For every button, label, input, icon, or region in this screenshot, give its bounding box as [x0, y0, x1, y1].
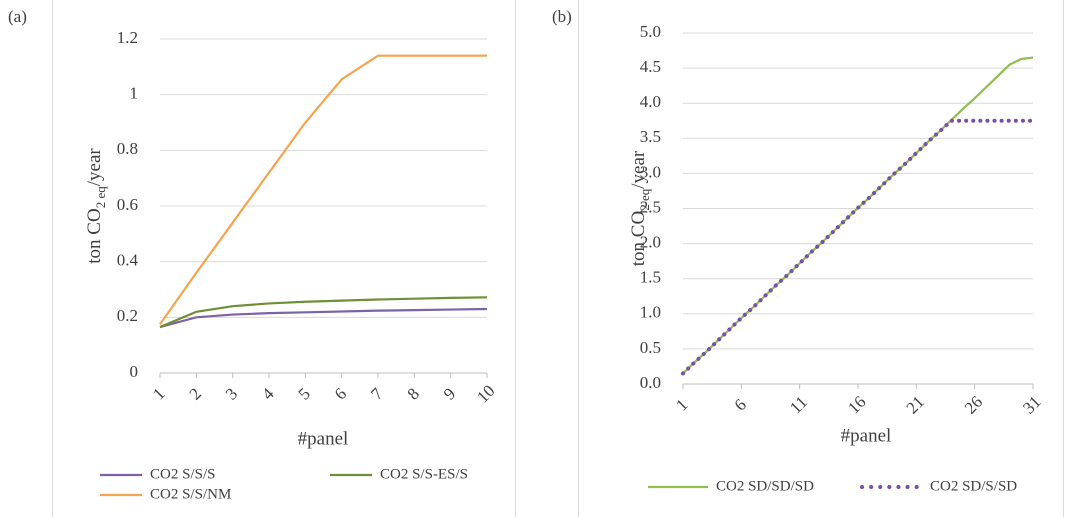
- y-tick-label: 3.0: [640, 162, 661, 181]
- y-label-sub: 2 eq: [637, 188, 652, 211]
- y-tick-label: 0.5: [640, 338, 661, 357]
- y-axis-label: ton CO2 eq/year: [628, 150, 652, 266]
- x-tick-label: 7: [367, 384, 387, 404]
- legend-label: CO2 S/S/S: [150, 466, 215, 482]
- panel-label: (a): [8, 7, 27, 26]
- series-line: [159, 307, 488, 329]
- y-tick-label: 2.0: [640, 233, 661, 252]
- x-tick-label: 10: [473, 381, 498, 406]
- panel-frame: [578, 0, 1064, 517]
- legend-label: CO2 SD/SD/SD: [716, 478, 814, 494]
- x-tick-label: 11: [786, 392, 811, 417]
- x-tick-label: 21: [902, 392, 927, 417]
- panel-frame: [52, 0, 516, 517]
- y-tick-label: 0: [130, 362, 139, 381]
- y-label-rest: /year: [84, 148, 105, 187]
- y-label-main: ton CO: [628, 211, 649, 266]
- x-tick-label: 6: [730, 395, 749, 414]
- series-line: [159, 296, 488, 329]
- x-tick-label: 6: [331, 384, 350, 403]
- x-tick-label: 2: [185, 384, 204, 403]
- y-axis-label: ton CO2 eq/year: [84, 148, 108, 264]
- x-tick-label: 5: [294, 384, 313, 403]
- x-tick-label: 3: [222, 384, 241, 403]
- legend-label: CO2 S/S/NM: [150, 486, 231, 502]
- series-line: [159, 54, 487, 325]
- y-tick-label: 1.5: [640, 268, 661, 287]
- x-axis-label: #panel: [841, 425, 892, 446]
- x-tick-label: 1: [672, 395, 691, 414]
- x-axis-label: #panel: [298, 428, 349, 449]
- y-tick-label: 0.6: [117, 195, 138, 214]
- legend-label: CO2 SD/S/SD: [930, 478, 1017, 494]
- y-label-sub: 2 eq: [93, 186, 108, 209]
- x-tick-label: 1: [149, 384, 168, 403]
- y-tick-label: 0.8: [117, 139, 138, 158]
- x-tick-label: 9: [440, 384, 459, 403]
- x-tick-label: 31: [1019, 392, 1044, 417]
- x-tick-label: 4: [258, 384, 278, 404]
- series-line: [681, 118, 1035, 376]
- y-tick-label: 0.2: [117, 306, 138, 325]
- y-tick-label: 2.5: [640, 197, 661, 216]
- y-tick-label: 1.2: [117, 28, 138, 47]
- y-label-main: ton CO: [84, 208, 105, 263]
- y-tick-label: 0.0: [640, 373, 661, 392]
- y-tick-label: 4.5: [640, 57, 661, 76]
- x-tick-label: 8: [403, 384, 422, 403]
- y-tick-label: 0.4: [117, 251, 139, 270]
- panel-label: (b): [552, 7, 572, 26]
- y-tick-label: 1: [130, 84, 139, 103]
- legend-label: CO2 S/S-ES/S: [380, 466, 468, 482]
- y-label-rest: /year: [628, 150, 649, 189]
- y-tick-label: 1.0: [640, 303, 661, 322]
- y-tick-label: 4.0: [640, 92, 661, 111]
- y-tick-label: 3.5: [640, 127, 661, 146]
- y-tick-label: 5.0: [640, 22, 661, 41]
- x-tick-label: 26: [961, 392, 986, 417]
- x-tick-label: 16: [844, 392, 869, 417]
